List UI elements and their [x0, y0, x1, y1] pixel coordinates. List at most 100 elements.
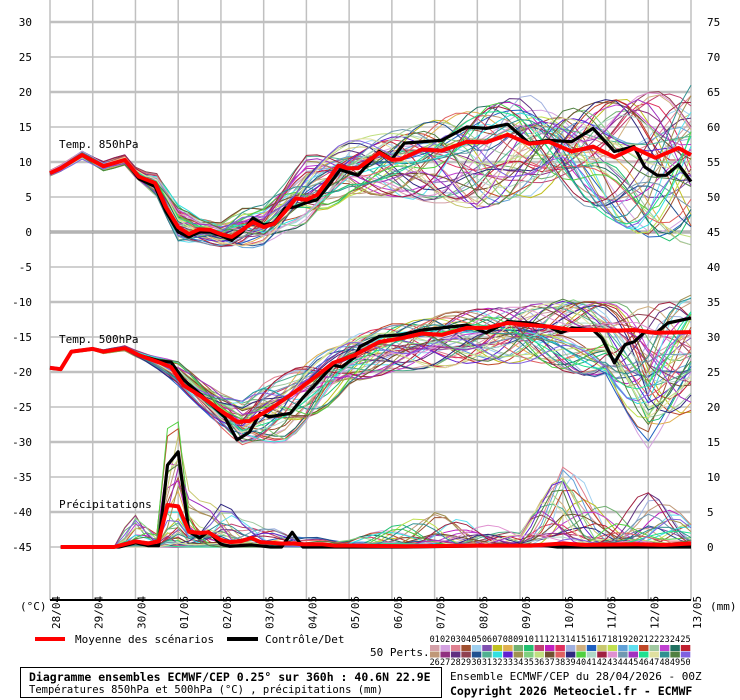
- swatch-member-38: [555, 651, 565, 658]
- x-tick-label: 12/05: [648, 596, 661, 629]
- swatch-label-01: 01: [430, 635, 440, 645]
- swatch-label-12: 12: [545, 635, 555, 645]
- swatch-member-34: [513, 651, 524, 658]
- right-tick-label: 20: [707, 401, 720, 414]
- swatch-label-04: 04: [461, 635, 471, 645]
- swatch-label-33: 33: [503, 658, 513, 668]
- panel-label-t850: Temp. 850hPa: [59, 138, 138, 151]
- swatch-label-24: 24: [670, 635, 680, 645]
- swatch-member-37: [544, 651, 555, 658]
- swatch-label-10: 10: [524, 635, 534, 645]
- swatch-label-46: 46: [639, 658, 649, 668]
- swatch-label-25: 25: [680, 635, 690, 645]
- control-t850-line: [49, 122, 693, 242]
- swatch-label-43: 43: [607, 658, 617, 668]
- swatch-member-32: [492, 651, 503, 658]
- swatch-label-08: 08: [503, 635, 513, 645]
- swatch-label-13: 13: [555, 635, 565, 645]
- mean-lines: [49, 132, 692, 549]
- right-tick-label: 5: [707, 506, 714, 519]
- swatch-label-03: 03: [450, 635, 460, 645]
- swatch-member-17: [597, 645, 607, 651]
- swatch-member-27: [440, 651, 450, 658]
- left-tick-label: -5: [19, 261, 32, 274]
- right-tick-label: 65: [707, 86, 720, 99]
- x-tick-label: 05/05: [349, 596, 362, 629]
- swatch-member-29: [461, 651, 471, 658]
- swatch-label-05: 05: [471, 635, 481, 645]
- swatch-label-32: 32: [492, 658, 502, 668]
- chart-title: Diagramme ensembles ECMWF/CEP 0.25° sur …: [29, 670, 431, 684]
- x-tick-label: 08/05: [477, 596, 490, 629]
- swatch-member-50: [680, 651, 691, 658]
- swatch-member-47: [649, 651, 659, 658]
- swatch-label-09: 09: [513, 635, 523, 645]
- x-tick-label: 04/05: [306, 596, 319, 629]
- swatch-member-49: [670, 651, 680, 658]
- swatch-member-43: [607, 651, 618, 658]
- swatch-member-09: [513, 645, 524, 651]
- chart-subtitle: Températures 850hPa et 500hPa (°C) , pré…: [29, 684, 384, 696]
- swatch-member-11: [534, 645, 544, 651]
- member-48-t500-line: [49, 297, 692, 410]
- swatch-label-06: 06: [482, 635, 492, 645]
- right-unit-label: (mm): [710, 600, 737, 613]
- x-tick-label: 06/05: [392, 596, 405, 629]
- left-tick-label: 10: [19, 156, 32, 169]
- swatch-label-45: 45: [628, 658, 638, 668]
- left-tick-label: -20: [12, 366, 32, 379]
- swatch-member-05: [471, 645, 482, 651]
- swatch-label-50: 50: [680, 658, 690, 668]
- swatch-label-47: 47: [649, 658, 659, 668]
- swatch-label-20: 20: [628, 635, 638, 645]
- swatch-member-30: [471, 651, 482, 658]
- right-tick-label: 10: [707, 471, 720, 484]
- swatch-label-31: 31: [482, 658, 492, 668]
- x-tick-label: 09/05: [520, 596, 533, 629]
- right-tick-label: 15: [707, 436, 720, 449]
- left-axis-temperature: 30 25 20 15 10 5 0 -5 -10 -15 -20 -25 -30 -35 -40 -45: [12, 16, 32, 554]
- swatch-member-16: [586, 645, 597, 651]
- grid: [49, 0, 692, 601]
- swatch-label-30: 30: [471, 658, 481, 668]
- left-tick-label: -40: [12, 506, 32, 519]
- swatch-label-48: 48: [659, 658, 669, 668]
- swatch-member-41: [586, 651, 597, 658]
- right-tick-label: 35: [707, 296, 720, 309]
- swatch-member-31: [482, 651, 492, 658]
- mean-precip-line: [60, 503, 692, 549]
- x-tick-label: 03/05: [264, 596, 277, 629]
- swatch-member-40: [576, 651, 586, 658]
- swatch-label-16: 16: [586, 635, 596, 645]
- swatch-member-44: [618, 651, 628, 658]
- swatch-label-49: 49: [670, 658, 680, 668]
- swatch-member-03: [450, 645, 461, 651]
- x-tick-label: 01/05: [178, 596, 191, 629]
- swatch-label-42: 42: [597, 658, 607, 668]
- right-tick-label: 0: [707, 541, 714, 554]
- x-tick-label: 10/05: [563, 596, 576, 629]
- swatch-label-29: 29: [461, 658, 471, 668]
- right-tick-label: 50: [707, 191, 720, 204]
- x-tick-label: 28/04: [50, 596, 63, 629]
- swatch-label-27: 27: [440, 658, 450, 668]
- right-tick-label: 30: [707, 331, 720, 344]
- swatch-label-41: 41: [586, 658, 596, 668]
- swatch-label-19: 19: [618, 635, 628, 645]
- legend-members-label: 50 Perts.: [370, 646, 430, 659]
- member-38-t850-line: [49, 112, 692, 247]
- swatch-member-15: [576, 645, 586, 651]
- left-tick-label: 0: [25, 226, 32, 239]
- swatch-member-18: [607, 645, 618, 651]
- swatch-label-11: 11: [534, 635, 544, 645]
- swatch-member-28: [450, 651, 461, 658]
- swatch-label-02: 02: [440, 635, 450, 645]
- legend: Moyenne des scénarios Contrôle/Det 50 Pe…: [35, 633, 691, 668]
- left-tick-label: -45: [12, 541, 32, 554]
- swatch-member-39: [565, 651, 576, 658]
- x-tick-label: 30/04: [135, 596, 148, 629]
- swatch-label-37: 37: [545, 658, 555, 668]
- swatch-member-02: [440, 645, 450, 651]
- swatch-member-48: [659, 651, 670, 658]
- run-info: Ensemble ECMWF/CEP du 28/04/2026 - 00Z: [450, 670, 702, 683]
